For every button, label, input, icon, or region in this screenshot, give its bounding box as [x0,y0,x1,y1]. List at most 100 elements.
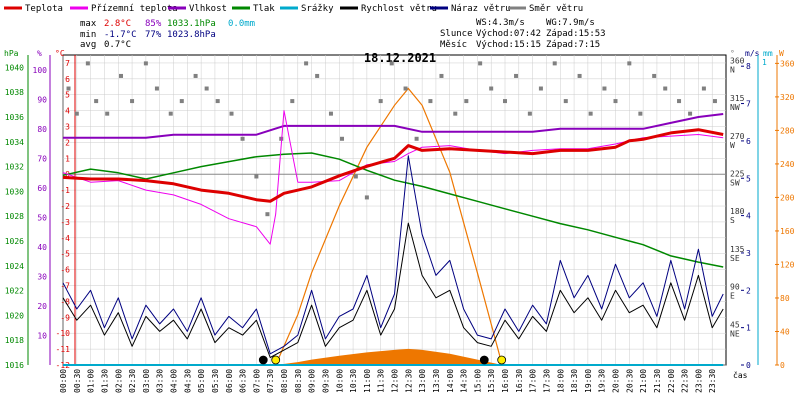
temperature-tick-label: -2 [60,202,70,211]
wind-direction-point [130,99,135,104]
wind-direction-point [378,99,383,104]
legend-ground: Přízemní teplota [91,4,178,14]
x-tick-label: 18:00 [556,369,565,393]
sun-label: Slunce [440,29,473,39]
x-tick-label: 12:30 [404,369,413,393]
axis-label-rain: mm [763,49,773,58]
wind-direction-point [340,136,345,141]
stats-max-press: 1033.1hPa [167,19,216,29]
axis-label-temperature: °C [55,49,65,58]
wind-direction-point [538,86,543,91]
wind-direction-point [229,111,234,116]
wind-direction-point [652,73,657,78]
x-tick-label: 04:00 [170,369,179,393]
stats-max-label: max [80,19,97,29]
wind-wg: WG:7.9m/s [546,18,595,28]
humidity-tick-label: 60 [37,184,47,193]
solar-tick-label: 320 [780,93,795,102]
temperature-tick-label: 1 [65,154,70,163]
x-tick-label: 14:00 [446,369,455,393]
legend: Teplota Přízemní teplota Vlhkost Tlak Sr… [4,4,583,14]
humidity-tick-label: 90 [37,95,47,104]
x-tick-label: 08:00 [280,369,289,393]
direction-compass-label: SE [730,254,740,263]
stats-min-hum: 77% [145,30,162,40]
temperature-tick-label: 5 [65,91,70,100]
x-tick-label: 16:30 [515,369,524,393]
x-tick-label: 20:00 [612,369,621,393]
direction-compass-label: S [730,216,735,225]
pressure-tick-label: 1026 [5,237,24,246]
wind-direction-point [663,86,668,91]
wind-tick-label: 3 [746,249,751,258]
wind-direction-point [193,73,198,78]
pressure-tick-label: 1028 [5,212,24,221]
x-tick-label: 22:00 [667,369,676,393]
wind-direction-point [527,111,532,116]
series-teplota [62,128,724,203]
wind-direction-point [85,61,90,66]
pressure-tick-label: 1018 [5,336,24,345]
moonset-marker [258,355,268,365]
direction-compass-label: W [730,141,735,150]
x-tick-label: 18:30 [570,369,579,393]
wind-direction-point [353,174,358,179]
x-tick-label: 17:30 [542,369,551,393]
direction-tick-label: 225 [730,169,745,178]
solar-tick-label: 0 [780,361,785,370]
humidity-tick-label: 10 [37,331,47,340]
wind-direction-point [688,111,693,116]
humidity-tick-label: 70 [37,154,47,163]
wind-tick-label: 5 [746,174,751,183]
temperature-tick-label: -5 [60,250,70,259]
stats-min-temp: -1.7°C [104,30,137,40]
wind-tick-label: 6 [746,137,751,146]
legend-dir: Směr větru [529,4,583,14]
temperature-tick-label: -4 [60,234,70,243]
x-tick-label: 10:00 [335,369,344,393]
temperature-tick-label: -12 [56,361,71,370]
axis-label-humidity: % [37,49,42,58]
wind-tick-label: 0 [746,361,751,370]
x-tick-label: 11:00 [363,369,372,393]
temperature-tick-label: -11 [56,345,71,354]
x-tick-label: 02:30 [128,369,137,393]
direction-compass-label: SW [730,178,740,187]
wind-direction-point [215,99,220,104]
direction-compass-label: NE [730,329,740,338]
axis-label-solar: W [779,49,784,58]
chart-title: 18.12.2021 [364,51,436,65]
markers-layer [258,355,507,365]
x-tick-label: 10:30 [349,369,358,393]
wind-direction-point [613,99,618,104]
stats-max-hum: 85% [145,19,162,29]
sun-rise: Východ:07:42 [476,29,541,39]
sunset-marker [497,355,507,365]
humidity-tick-label: 50 [37,213,47,222]
stats-min-press: 1023.8hPa [167,30,216,40]
wind-ws: WS:4.3m/s [476,18,525,28]
wind-direction-point [389,61,394,66]
axis-label-time: čas [733,370,748,380]
direction-tick-label: 360 [730,56,745,65]
wind-direction-point [563,99,568,104]
humidity-tick-label: 30 [37,272,47,281]
wind-direction-point [428,99,433,104]
wind-direction-point [66,86,71,91]
pressure-tick-label: 1040 [5,63,24,72]
x-tick-label: 15:30 [487,369,496,393]
solar-tick-label: 80 [780,294,790,303]
x-tick-label: 09:30 [321,369,330,393]
wind-direction-point [414,136,419,141]
x-tick-label: 04:30 [183,369,192,393]
temperature-tick-label: 7 [65,59,70,68]
x-tick-label: 17:00 [529,369,538,393]
series-rychlost-vetru [62,222,724,358]
wind-tick-label: 1 [746,324,751,333]
pressure-tick-label: 1022 [5,287,24,296]
temperature-tick-label: -6 [60,266,70,275]
x-tick-label: 12:00 [391,369,400,393]
temperature-tick-label: -10 [56,329,71,338]
wind-direction-point [204,86,209,91]
wind-direction-point [439,73,444,78]
